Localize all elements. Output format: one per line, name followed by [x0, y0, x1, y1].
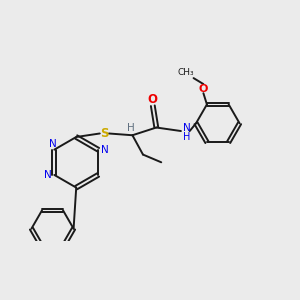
Text: O: O	[148, 93, 158, 106]
Text: S: S	[100, 127, 109, 140]
Text: N: N	[44, 170, 52, 180]
Text: N: N	[49, 139, 56, 149]
Text: CH₃: CH₃	[178, 68, 194, 76]
Text: H: H	[183, 132, 190, 142]
Text: N: N	[100, 145, 108, 154]
Text: H: H	[127, 122, 135, 133]
Text: O: O	[199, 84, 208, 94]
Text: N: N	[183, 123, 190, 133]
